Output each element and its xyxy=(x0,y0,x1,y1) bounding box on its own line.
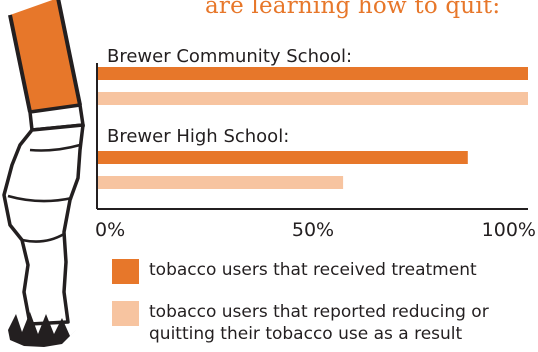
chart-headline: are learning how to quit: xyxy=(205,0,501,19)
legend-label-treatment: tobacco users that received treatment xyxy=(149,260,477,280)
cigarette-illustration xyxy=(2,0,86,347)
category-label: Brewer Community School: xyxy=(107,46,352,67)
x-tick-label: 50% xyxy=(292,219,334,241)
legend-item-reducing: tobacco users that reported reducing or … xyxy=(112,301,534,345)
bar-reducing xyxy=(98,92,528,105)
legend-swatch-reducing xyxy=(112,301,139,326)
legend-item-treatment: tobacco users that received treatment xyxy=(112,259,534,284)
bar-treatment xyxy=(98,151,468,164)
x-tick-label: 100% xyxy=(482,219,536,241)
legend-label-reducing: tobacco users that reported reducing or … xyxy=(149,302,489,344)
category-label: Brewer High School: xyxy=(107,126,289,147)
bar-reducing xyxy=(98,176,344,189)
legend-swatch-treatment xyxy=(112,259,139,284)
x-tick-label: 0% xyxy=(95,219,125,241)
bar-treatment xyxy=(98,67,528,80)
